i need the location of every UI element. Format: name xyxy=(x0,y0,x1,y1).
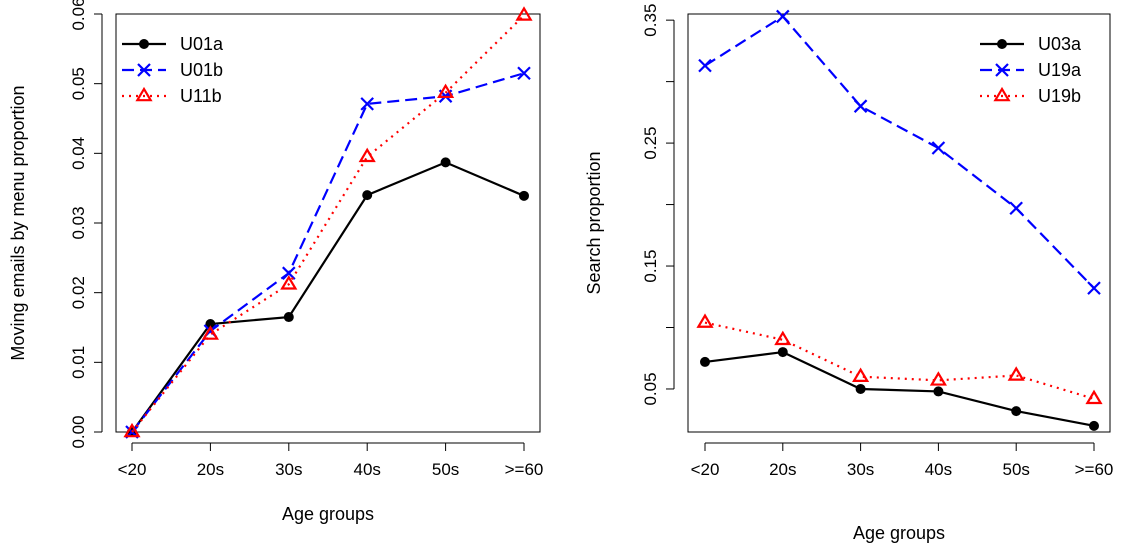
plot-frame xyxy=(687,13,1111,433)
y-axis-label: Search proportion xyxy=(584,151,604,294)
data-point xyxy=(280,275,298,290)
legend-marker xyxy=(995,63,1009,77)
x-tick-label: 30s xyxy=(847,460,874,479)
x-tick-label: >=60 xyxy=(505,460,544,479)
legend-entry: U19b xyxy=(1038,86,1081,106)
data-point xyxy=(517,66,531,80)
data-point xyxy=(700,356,710,367)
data-point xyxy=(440,157,451,168)
x-tick-label: <20 xyxy=(118,460,147,479)
data-point xyxy=(1011,406,1022,417)
x-tick-label: 40s xyxy=(925,460,952,479)
x-tick-label: 30s xyxy=(275,460,302,479)
data-point xyxy=(282,266,296,280)
y-tick-label: 0.05 xyxy=(641,372,660,405)
chart-panel-1: <20 20s 30s 40s 50s >=60 0.00 0.01 0.02 0.03 0.04 0… xyxy=(8,0,543,524)
legend-entry: U11b xyxy=(180,86,222,106)
y-tick-label: 0.02 xyxy=(69,276,88,309)
data-point xyxy=(362,190,373,201)
x-tick-label: >=60 xyxy=(1075,460,1114,479)
x-axis-label: Age groups xyxy=(282,504,374,524)
data-point xyxy=(1085,389,1103,405)
data-point xyxy=(1007,366,1025,381)
legend-marker xyxy=(997,39,1007,49)
series-line xyxy=(131,72,525,433)
y-tick-label: 0.05 xyxy=(69,67,88,100)
data-point xyxy=(853,99,868,113)
legend-marker xyxy=(993,86,1011,102)
x-tick-label: 20s xyxy=(769,460,796,479)
series-U11b xyxy=(123,6,533,438)
data-point xyxy=(776,9,790,24)
y-axis-label: Moving emails by menu proportion xyxy=(8,85,28,360)
y-tick-label: 0.01 xyxy=(69,346,88,379)
series-line xyxy=(131,161,525,433)
x-axis-label: Age groups xyxy=(853,523,945,543)
series-U01a xyxy=(127,157,529,437)
data-point xyxy=(1089,420,1099,431)
y-tick-label: 0.03 xyxy=(69,206,88,239)
series-line xyxy=(704,350,1095,427)
data-point xyxy=(358,147,376,163)
x-tick-label: 40s xyxy=(353,460,380,479)
data-point xyxy=(696,313,714,328)
series-U01b xyxy=(125,66,531,439)
legend-marker xyxy=(135,86,153,102)
chart-panel-2: <20 20s 30s 40s 50s >=60 0.05 0.15 0.25 0.35 Age g… xyxy=(584,4,1113,543)
data-point xyxy=(929,371,947,386)
series-U03a xyxy=(700,347,1099,431)
data-point xyxy=(698,58,712,73)
y-tick-label: 0.04 xyxy=(69,137,88,170)
legend-marker xyxy=(139,39,149,49)
data-point xyxy=(777,347,788,358)
data-point xyxy=(931,141,946,155)
x-tick-label: <20 xyxy=(691,460,720,479)
y-tick-label: 0.25 xyxy=(641,127,660,160)
legend-entry: U01a xyxy=(180,34,224,54)
series-U19b xyxy=(696,313,1103,405)
x-tick-label: 20s xyxy=(197,460,224,479)
data-point xyxy=(519,190,529,201)
data-point xyxy=(201,325,219,340)
legend-entry: U03a xyxy=(1038,34,1082,54)
data-point xyxy=(855,383,866,394)
data-point xyxy=(283,312,294,323)
y-tick-label: 0.06 xyxy=(69,0,88,31)
legend: U03a U19a U19b xyxy=(980,34,1082,106)
data-point xyxy=(1087,281,1101,295)
series-line xyxy=(704,15,1095,289)
legend: U01a U01b U11b xyxy=(122,34,224,106)
data-point xyxy=(123,422,141,438)
series-U19a xyxy=(698,9,1101,295)
legend-marker xyxy=(137,63,151,77)
plot-frame xyxy=(115,13,541,433)
y-tick-label: 0.35 xyxy=(641,4,660,37)
data-point xyxy=(852,367,870,382)
data-point xyxy=(360,97,374,111)
data-point xyxy=(1009,201,1023,216)
data-point xyxy=(437,83,455,99)
y-tick-label: 0.15 xyxy=(641,249,660,282)
series-line xyxy=(704,321,1095,400)
legend-entry: U19a xyxy=(1038,60,1082,80)
x-tick-label: 50s xyxy=(432,460,459,479)
legend-entry: U01b xyxy=(180,60,223,80)
data-point xyxy=(515,6,533,21)
x-tick-label: 50s xyxy=(1002,460,1029,479)
y-tick-label: 0.00 xyxy=(69,415,88,448)
data-point xyxy=(774,330,792,346)
data-point xyxy=(933,386,944,397)
